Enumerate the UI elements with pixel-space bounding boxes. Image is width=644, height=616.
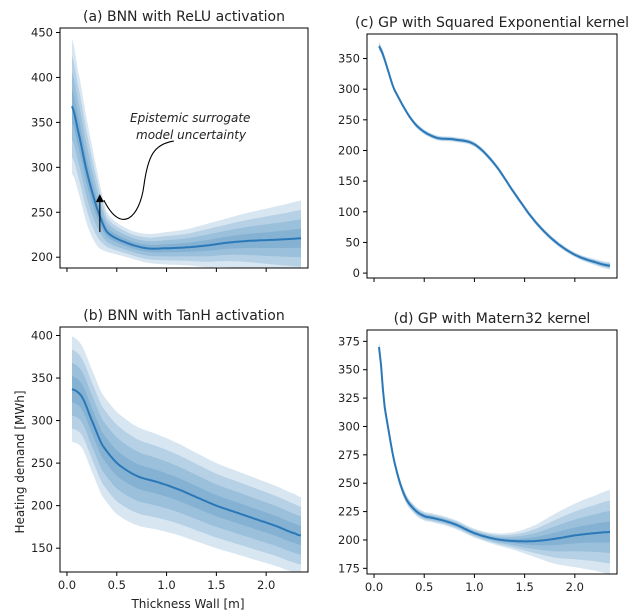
panel-c: 0 50 100 150 200 250 300 350 (c) GP with Squared… [338,15,629,282]
axes-frame-b [59,326,309,573]
uncertainty-band-b-2 [72,349,301,565]
x-tick-label-b: 2.0 [257,578,275,592]
y-tick-label-c: 150 [338,174,360,188]
x-tick-label-d: 0.0 [365,580,383,594]
uncertainty-band-c-2 [379,43,610,269]
y-tick-label-c: 50 [345,235,360,249]
y-tick-label-a: 200 [31,250,53,264]
y-tick-label-d: 225 [338,505,360,519]
y-tick-label-d: 300 [338,419,360,433]
uncertainty-band-c-3 [379,44,610,268]
panel-title-d: (d) GP with Matern32 kernel [394,311,591,327]
x-tick-label-b: 0.0 [58,578,76,592]
y-tick-label-c: 100 [338,205,360,219]
y-tick-label-c: 0 [353,266,360,280]
y-tick-label-a: 300 [31,160,53,174]
y-tick-label-b: 150 [31,541,53,555]
axes-frame-c [366,33,618,279]
x-tick-label-d: 0.5 [415,580,433,594]
y-tick-label-a: 450 [31,25,53,39]
y-tick-label-c: 200 [338,143,360,157]
y-tick-label-d: 350 [338,363,360,377]
y-tick-label-b: 200 [31,499,53,513]
y-tick-label-c: 350 [338,52,360,66]
annotation-arrow-head [95,194,104,203]
uncertainty-band-d-1 [379,340,610,574]
x-tick-label-b: 1.5 [207,578,225,592]
y-tick-label-d: 325 [338,391,360,405]
x-tick-label-d: 2.0 [566,580,584,594]
uncertainty-band-d-2 [379,341,610,564]
uncertainty-band-b-3 [72,362,301,555]
axes-frame-a [59,27,309,269]
uncertainty-band-a-2 [72,55,301,267]
x-tick-label-d: 1.0 [465,580,483,594]
panel-d: 0.0 0.5 1.0 1.5 2.0 175 200 225 250 275 300 325 350 3… [338,311,618,594]
uncertainty-band-a-4 [72,89,301,253]
y-tick-label-b: 300 [31,414,53,428]
y-axis-label: Heating demand [MWh] [13,390,27,533]
y-tick-label-c: 300 [338,82,360,96]
annotation-text-line: Epistemic surrogate [130,111,250,125]
uncertainty-band-d-3 [379,343,610,553]
y-tick-label-b: 400 [31,329,53,343]
panel-title-b: (b) BNN with TanH activation [83,308,284,324]
y-tick-label-a: 400 [31,70,53,84]
mean-line-c [378,45,611,267]
axes-frame-d [366,329,618,575]
y-tick-label-b: 350 [31,371,53,385]
uncertainty-band-c-1 [379,42,610,270]
x-tick-label-d: 1.5 [515,580,533,594]
panel-a: 200 250 300 350 400 450 (a) BNN with ReLU acti… [31,9,309,272]
panel-b: 0.0 0.5 1.0 1.5 2.0 150 200 250 300 350 400 (b) BNN… [31,308,309,592]
panel-title-c: (c) GP with Squared Exponential kernel [355,15,629,31]
uncertainty-band-a-1 [72,38,301,268]
uncertainty-band-d-4 [379,345,610,546]
y-tick-label-d: 375 [338,334,360,348]
annotation-curve [103,140,174,220]
panel-title-a: (a) BNN with ReLU activation [83,9,285,25]
y-tick-label-b: 250 [31,456,53,470]
y-tick-label-d: 250 [338,476,360,490]
y-tick-label-a: 350 [31,115,53,129]
annotation-text-line: model uncertainty [136,128,247,142]
mean-line-d [378,346,611,543]
uncertainty-band-b-1 [72,336,301,572]
y-tick-label-a: 250 [31,205,53,219]
mean-line-a [71,105,302,250]
x-axis-label: Thickness Wall [m] [130,597,244,611]
y-tick-label-c: 250 [338,113,360,127]
mean-line-b [71,388,302,537]
y-tick-label-d: 275 [338,448,360,462]
y-tick-label-d: 200 [338,533,360,547]
x-tick-label-b: 1.0 [157,578,175,592]
uncertainty-band-c-4 [379,45,610,267]
y-tick-label-d: 175 [338,561,360,575]
x-tick-label-b: 0.5 [108,578,126,592]
annotation: Epistemic surrogate model uncertainty [95,111,250,233]
uncertainty-band-b-4 [72,375,301,545]
